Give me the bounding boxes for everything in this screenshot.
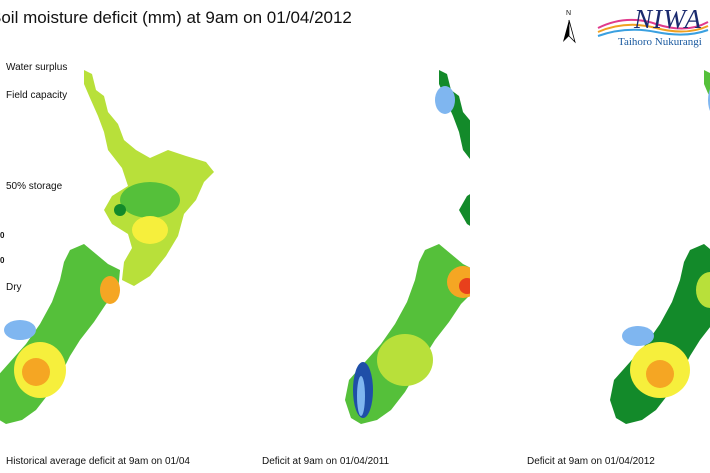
page-title: Soil moisture deficit (mm) at 9am on 01/… — [0, 8, 352, 27]
map-historical-caption: Historical average deficit at 9am on 01/… — [6, 456, 190, 467]
legend-field-capacity: Field capacity — [6, 90, 68, 101]
map-2012 — [610, 70, 710, 424]
legend-tick-2: 0 — [0, 256, 5, 265]
map-2011 — [345, 70, 470, 424]
legend-50-storage: 50% storage — [6, 181, 63, 192]
north-arrow-icon — [563, 19, 576, 44]
legend-dry: Dry — [6, 282, 22, 293]
map-2012-caption: Deficit at 9am on 01/04/2012 — [527, 456, 655, 467]
legend-tick-1: 0 — [0, 231, 5, 240]
legend-water-surplus: Water surplus — [6, 62, 68, 73]
north-label: N — [566, 10, 572, 17]
map-2011-caption: Deficit at 9am on 01/04/2011 — [262, 456, 390, 467]
map-historical — [0, 70, 214, 424]
logo-name: NIWA — [634, 4, 703, 34]
niwa-logo-icon — [597, 18, 709, 37]
logo-subtitle: Taihoro Nukurangi — [618, 36, 702, 48]
